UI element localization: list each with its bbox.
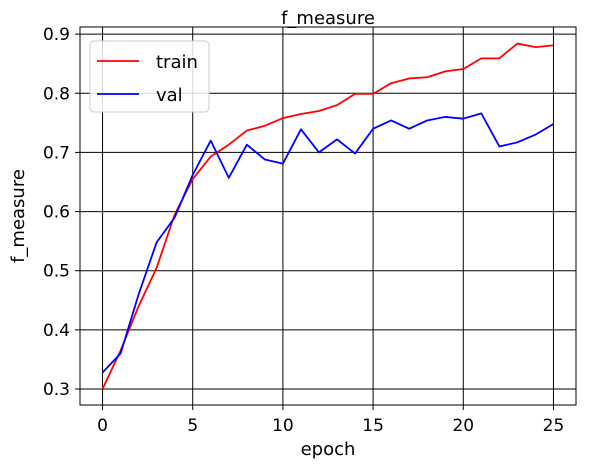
series-line-val [101, 112, 554, 374]
legend-label-train: train [156, 52, 198, 73]
y-tick-label: 0.7 [43, 143, 70, 163]
chart-title: f_measure [281, 8, 375, 29]
plot-frame [79, 26, 577, 406]
legend-label-val: val [156, 85, 183, 106]
y-axis-title: f_measure [8, 169, 29, 263]
x-tick-label: 0 [97, 416, 108, 436]
x-tick-label: 10 [272, 416, 294, 436]
x-tick-label: 15 [362, 416, 384, 436]
y-tick-label: 0.3 [43, 380, 70, 400]
y-tick-label: 0.6 [43, 203, 70, 223]
x-axis-ticks: 0 5 10 15 20 25 [97, 405, 564, 436]
y-tick-label: 0.9 [43, 25, 70, 45]
y-tick-label: 0.5 [43, 262, 70, 282]
y-axis-ticks: 0.3 0.4 0.5 0.6 0.7 0.8 0.9 [43, 25, 80, 400]
x-tick-label: 5 [187, 416, 198, 436]
series-layer [101, 42, 554, 390]
x-tick-label: 20 [452, 416, 474, 436]
x-tick-label: 25 [543, 416, 565, 436]
y-tick-label: 0.4 [43, 321, 70, 341]
legend: train val [89, 40, 210, 113]
x-axis-title: epoch [301, 439, 356, 460]
y-tick-label: 0.8 [43, 84, 70, 104]
